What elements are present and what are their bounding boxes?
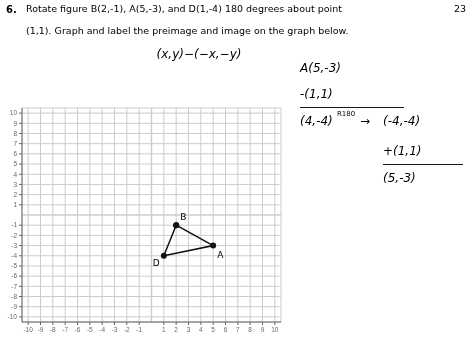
svg-text:4: 4 (13, 171, 17, 178)
svg-text:-8: -8 (11, 293, 17, 300)
html-text:-(1,1): -(1,1) (300, 87, 333, 101)
svg-text:B: B (180, 212, 186, 222)
svg-text:2: 2 (174, 326, 178, 333)
svg-text:-4: -4 (11, 252, 17, 259)
svg-text:10: 10 (10, 109, 18, 116)
svg-text:7: 7 (236, 326, 240, 333)
svg-text:-1: -1 (11, 221, 17, 228)
svg-text:-5: -5 (11, 262, 17, 269)
svg-text:5: 5 (211, 326, 215, 333)
svg-text:D: D (153, 258, 160, 268)
svg-text:7: 7 (13, 140, 17, 147)
svg-text:8: 8 (13, 130, 17, 137)
svg-text:-2: -2 (124, 326, 130, 333)
svg-text:10: 10 (271, 326, 279, 333)
svg-text:4: 4 (199, 326, 203, 333)
svg-text:-10: -10 (23, 326, 33, 333)
svg-text:2: 2 (13, 191, 17, 198)
svg-text:-5: -5 (87, 326, 93, 333)
svg-text:8: 8 (248, 326, 252, 333)
svg-text:-3: -3 (112, 326, 118, 333)
html-text:6.: 6. (6, 4, 17, 15)
svg-text:-1: -1 (136, 326, 142, 333)
html-text:23: 23 (453, 3, 466, 14)
svg-text:1: 1 (13, 201, 17, 208)
html-text:(4,-4) R180 →: (4,-4) R180 → (300, 110, 371, 128)
svg-text:-9: -9 (38, 326, 44, 333)
svg-text:-6: -6 (11, 272, 17, 279)
svg-text:-7: -7 (62, 326, 68, 333)
svg-text:-4: -4 (99, 326, 105, 333)
html-text:A(5,-3): A(5,-3) (300, 61, 341, 75)
svg-text:6: 6 (224, 326, 228, 333)
svg-text:-8: -8 (50, 326, 56, 333)
svg-text:A: A (217, 250, 224, 260)
svg-text:9: 9 (13, 120, 17, 127)
svg-text:-7: -7 (11, 283, 17, 290)
svg-text:-9: -9 (11, 303, 17, 310)
html-text:(5,-3): (5,-3) (383, 171, 416, 185)
html-text:(x,y)−(−x,−y): (x,y)−(−x,−y) (156, 47, 242, 61)
html-text:Rotate figure B(2,-1), A(5,-3): Rotate figure B(2,-1), A(5,-3), and D(1,… (26, 3, 342, 14)
svg-text:9: 9 (261, 326, 265, 333)
html-text:(1,1). Graph and label the pre: (1,1). Graph and label the preimage and … (26, 25, 349, 36)
svg-text:-10: -10 (8, 313, 17, 320)
svg-text:-6: -6 (75, 326, 81, 333)
svg-text:-2: -2 (11, 232, 17, 239)
svg-text:3: 3 (187, 326, 191, 333)
html-text:+(1,1): +(1,1) (383, 144, 422, 158)
svg-text:1: 1 (162, 326, 166, 333)
html-text:(-4,-4): (-4,-4) (383, 114, 421, 128)
svg-text:5: 5 (13, 160, 17, 167)
svg-text:3: 3 (13, 181, 17, 188)
svg-text:6: 6 (13, 150, 17, 157)
svg-text:-3: -3 (11, 242, 17, 249)
